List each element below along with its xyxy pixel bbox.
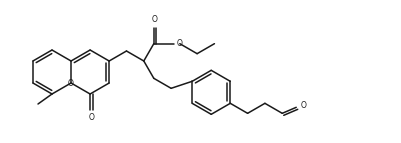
Text: O: O: [176, 39, 182, 48]
Text: O: O: [152, 15, 157, 24]
Text: O: O: [300, 101, 305, 110]
Text: O: O: [88, 113, 94, 122]
Text: O: O: [68, 79, 74, 88]
